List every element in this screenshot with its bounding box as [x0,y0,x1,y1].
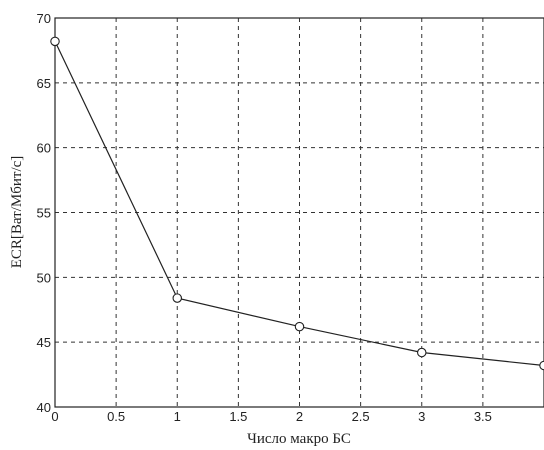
series-layer [50,36,544,371]
data-point [50,36,60,47]
y-tick-labels: 40 45 50 55 60 65 70 [37,11,51,415]
x-tick-labels: 0 0.5 1 1.5 2 2.5 3 3.5 [51,409,492,424]
x-tick-label: 0.5 [107,409,125,424]
x-axis-label: Число макро БС [247,431,351,447]
y-tick-label: 55 [37,206,51,221]
x-tick-label: 2.5 [352,409,370,424]
y-tick-label: 70 [37,11,51,26]
x-tick-label: 1 [174,409,181,424]
x-tick-label: 0 [51,409,58,424]
y-tick-label: 65 [37,76,51,91]
plot-frame [54,17,544,408]
x-tick-label: 2 [296,409,303,424]
y-tick-label: 40 [37,400,51,415]
data-point [172,293,183,303]
x-tick-label: 3.5 [474,409,492,424]
data-point [539,360,544,371]
y-axis-label: ECR[Bат/Мбит/с] [9,156,25,269]
x-tick-label: 3 [418,409,425,424]
y-tick-label: 60 [37,141,51,156]
x-tick-label: 1.5 [229,409,247,424]
grid [55,18,544,407]
data-point [416,347,427,358]
y-tick-label: 45 [37,335,51,350]
data-point [294,321,305,332]
y-tick-label: 50 [37,270,51,285]
